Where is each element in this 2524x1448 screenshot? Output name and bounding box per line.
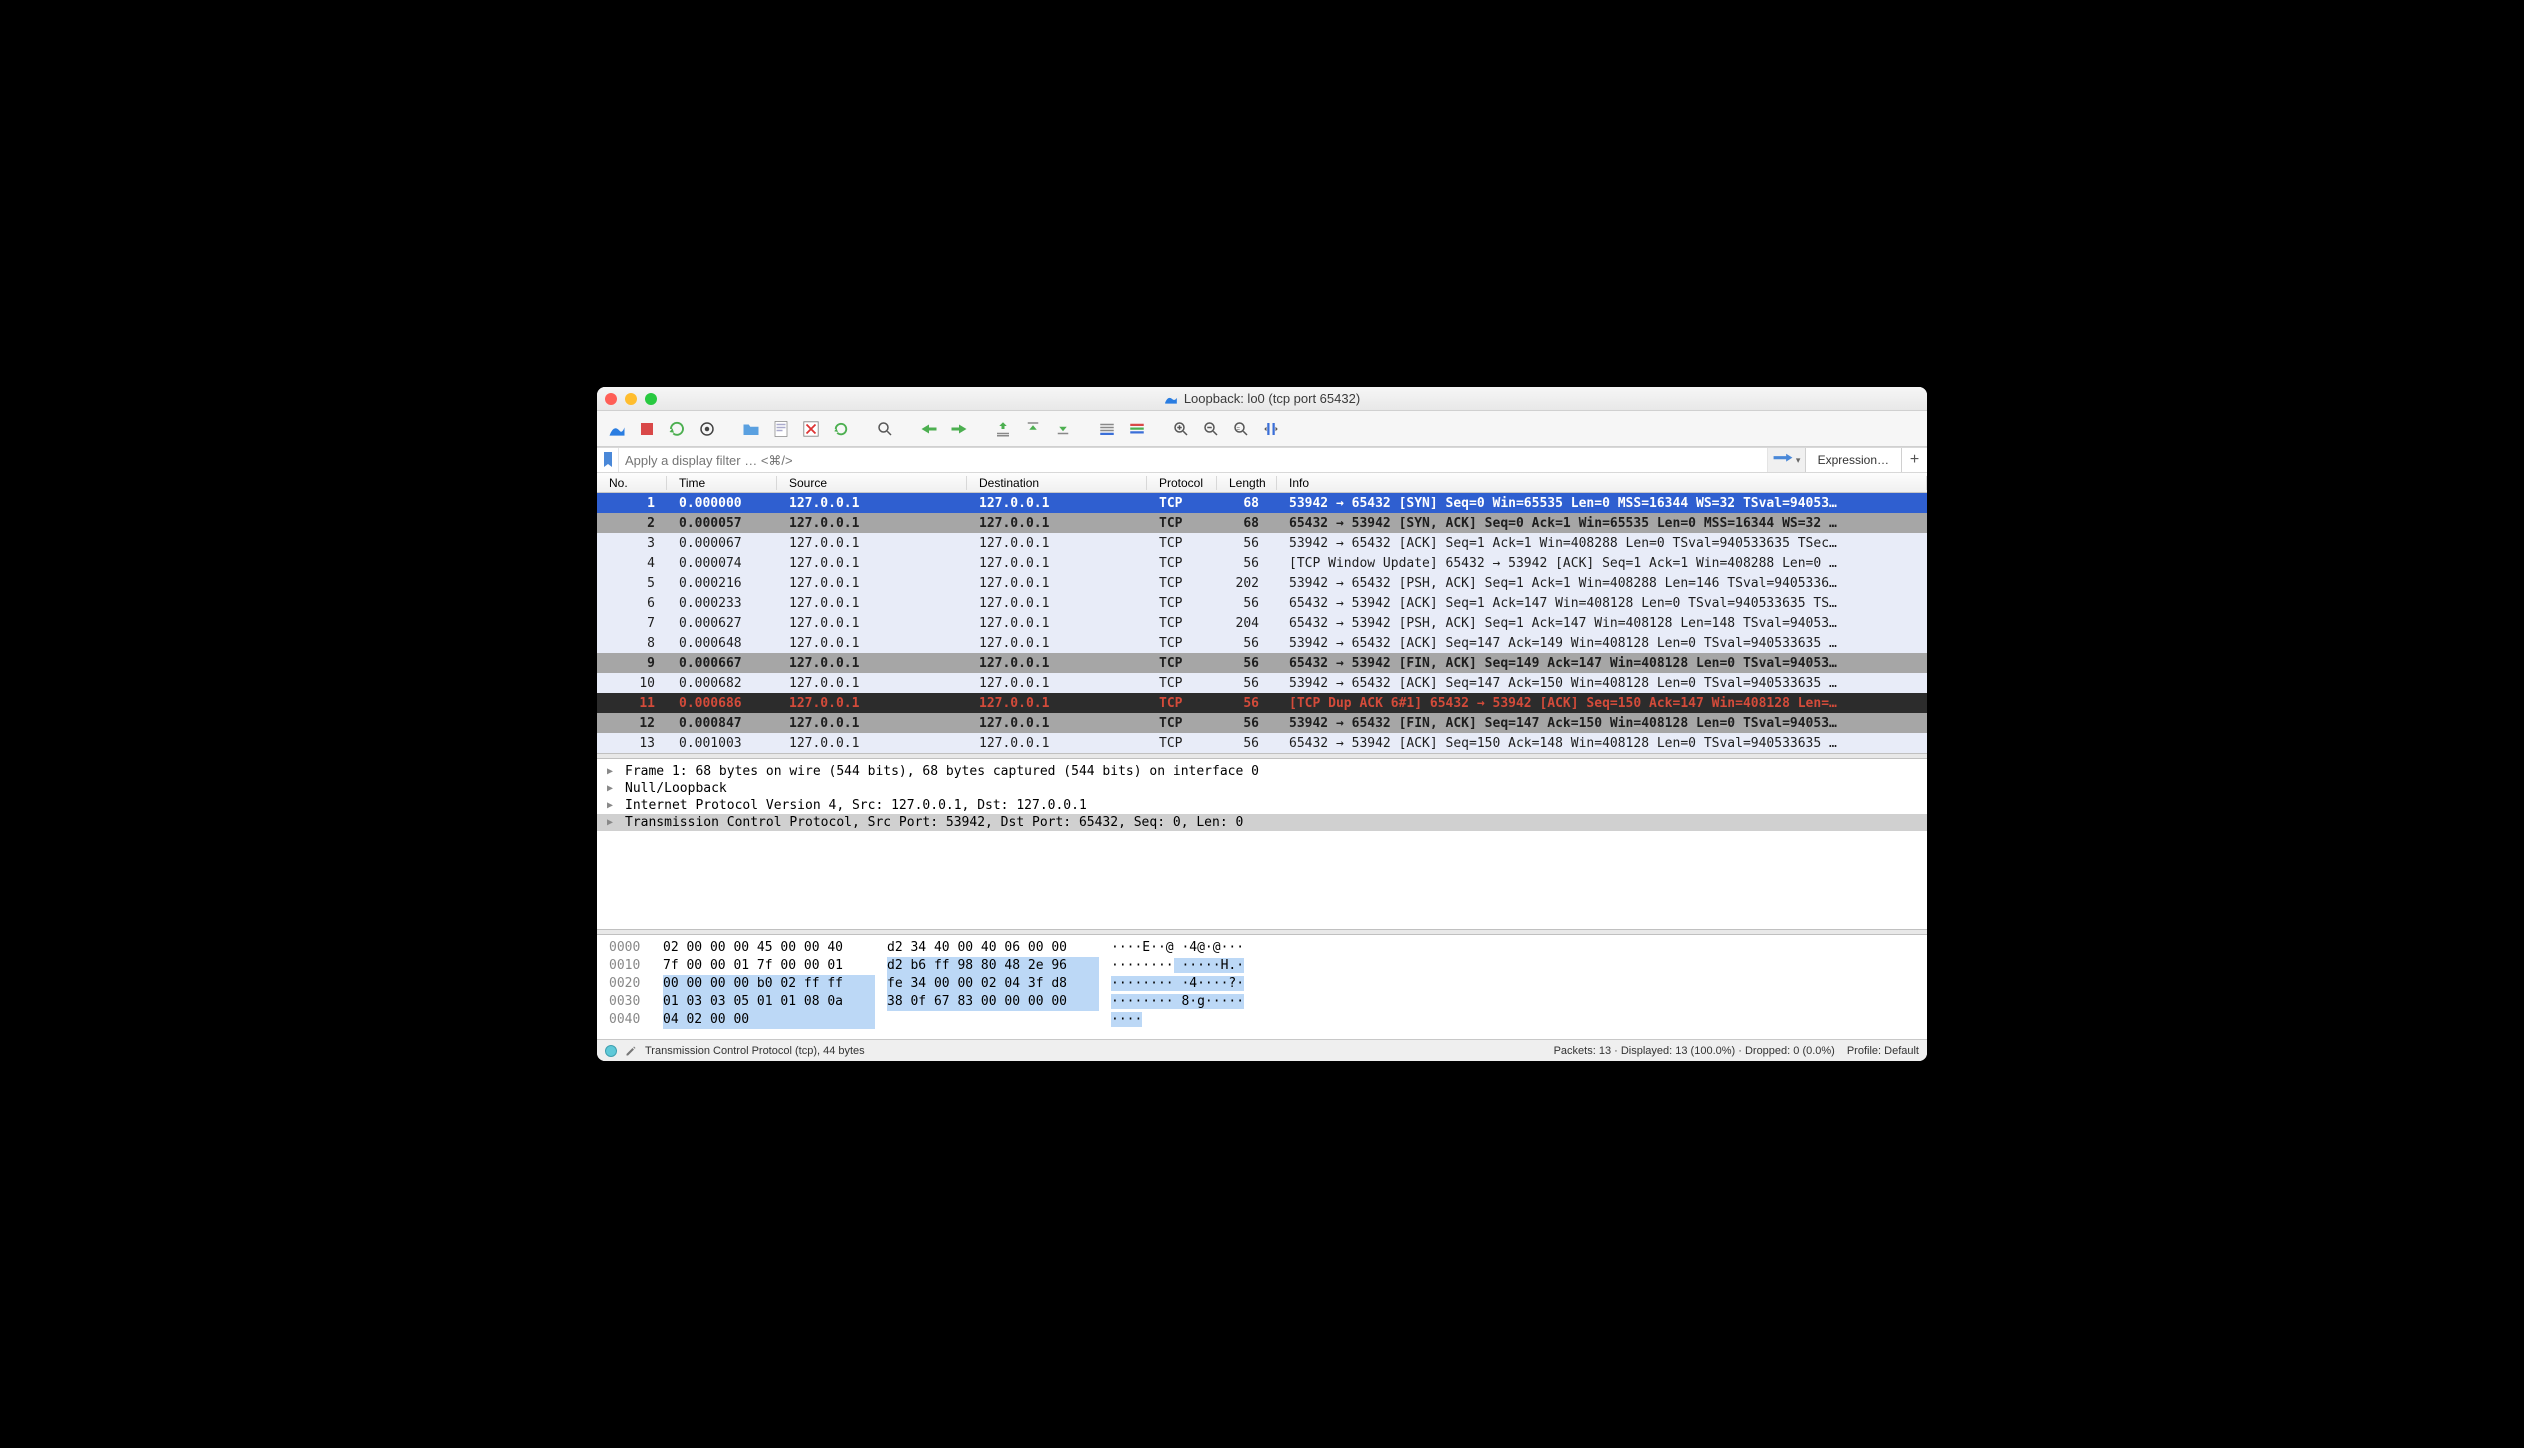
bookmark-icon[interactable]: [597, 448, 619, 472]
go-first-button[interactable]: [1019, 415, 1047, 443]
hex-row[interactable]: 003001 03 03 05 01 01 08 0a38 0f 67 83 0…: [609, 993, 1915, 1011]
status-profile[interactable]: Profile: Default: [1847, 1045, 1919, 1057]
packet-details: ▶Frame 1: 68 bytes on wire (544 bits), 6…: [597, 759, 1927, 929]
hex-row[interactable]: 000002 00 00 00 45 00 00 40d2 34 40 00 4…: [609, 939, 1915, 957]
packet-row[interactable]: 50.000216127.0.0.1127.0.0.1TCP20253942 →…: [597, 573, 1927, 593]
close-button[interactable]: [605, 393, 617, 405]
status-packets: Packets: 13 · Displayed: 13 (100.0%) · D…: [1554, 1045, 1835, 1057]
close-file-button[interactable]: [797, 415, 825, 443]
detail-row[interactable]: ▶Internet Protocol Version 4, Src: 127.0…: [597, 797, 1927, 814]
hex-row[interactable]: 004004 02 00 00····: [609, 1011, 1915, 1029]
find-button[interactable]: [871, 415, 899, 443]
packet-row[interactable]: 100.000682127.0.0.1127.0.0.1TCP5653942 →…: [597, 673, 1927, 693]
filter-bar: ▾ Expression… +: [597, 447, 1927, 473]
expert-info-icon[interactable]: [605, 1045, 617, 1057]
packet-row[interactable]: 60.000233127.0.0.1127.0.0.1TCP5665432 → …: [597, 593, 1927, 613]
packet-rows: 10.000000127.0.0.1127.0.0.1TCP6853942 → …: [597, 493, 1927, 753]
go-forward-button[interactable]: [945, 415, 973, 443]
packet-row[interactable]: 110.000686127.0.0.1127.0.0.1TCP56[TCP Du…: [597, 693, 1927, 713]
stop-capture-button[interactable]: [633, 415, 661, 443]
hex-pane: 000002 00 00 00 45 00 00 40d2 34 40 00 4…: [597, 935, 1927, 1039]
zoom-out-button[interactable]: [1197, 415, 1225, 443]
minimize-button[interactable]: [625, 393, 637, 405]
options-button[interactable]: [693, 415, 721, 443]
edit-icon[interactable]: [625, 1045, 637, 1057]
autoscroll-button[interactable]: [1093, 415, 1121, 443]
col-no-header[interactable]: No.: [597, 476, 667, 490]
packet-row[interactable]: 120.000847127.0.0.1127.0.0.1TCP5653942 →…: [597, 713, 1927, 733]
maximize-button[interactable]: [645, 393, 657, 405]
status-bar: Transmission Control Protocol (tcp), 44 …: [597, 1039, 1927, 1061]
packet-row[interactable]: 90.000667127.0.0.1127.0.0.1TCP5665432 → …: [597, 653, 1927, 673]
status-left-text: Transmission Control Protocol (tcp), 44 …: [645, 1045, 865, 1057]
resize-columns-button[interactable]: [1257, 415, 1285, 443]
app-window: Loopback: lo0 (tcp port 65432) =: [597, 387, 1927, 1061]
packet-row[interactable]: 70.000627127.0.0.1127.0.0.1TCP20465432 →…: [597, 613, 1927, 633]
packet-row[interactable]: 10.000000127.0.0.1127.0.0.1TCP6853942 → …: [597, 493, 1927, 513]
packet-row[interactable]: 40.000074127.0.0.1127.0.0.1TCP56[TCP Win…: [597, 553, 1927, 573]
packet-header: No. Time Source Destination Protocol Len…: [597, 473, 1927, 493]
wireshark-icon: [1164, 392, 1178, 406]
detail-row[interactable]: ▶Null/Loopback: [597, 780, 1927, 797]
titlebar: Loopback: lo0 (tcp port 65432): [597, 387, 1927, 411]
add-filter-button[interactable]: +: [1901, 448, 1927, 472]
restart-capture-button[interactable]: [663, 415, 691, 443]
detail-row[interactable]: ▶Transmission Control Protocol, Src Port…: [597, 814, 1927, 831]
col-len-header[interactable]: Length: [1217, 476, 1277, 490]
go-back-button[interactable]: [915, 415, 943, 443]
packet-row[interactable]: 80.000648127.0.0.1127.0.0.1TCP5653942 → …: [597, 633, 1927, 653]
col-proto-header[interactable]: Protocol: [1147, 476, 1217, 490]
window-title: Loopback: lo0 (tcp port 65432): [597, 391, 1927, 406]
expression-button[interactable]: Expression…: [1805, 448, 1901, 472]
zoom-reset-button[interactable]: =: [1227, 415, 1255, 443]
save-file-button[interactable]: [767, 415, 795, 443]
filter-apply-button[interactable]: ▾: [1767, 448, 1805, 472]
zoom-in-button[interactable]: [1167, 415, 1195, 443]
hex-row[interactable]: 002000 00 00 00 b0 02 ff fffe 34 00 00 0…: [609, 975, 1915, 993]
filter-input[interactable]: [619, 448, 1767, 472]
col-info-header[interactable]: Info: [1277, 476, 1927, 490]
packet-list: No. Time Source Destination Protocol Len…: [597, 473, 1927, 753]
packet-row[interactable]: 30.000067127.0.0.1127.0.0.1TCP5653942 → …: [597, 533, 1927, 553]
colorize-button[interactable]: [1123, 415, 1151, 443]
packet-row[interactable]: 20.000057127.0.0.1127.0.0.1TCP6865432 → …: [597, 513, 1927, 533]
toolbar: =: [597, 411, 1927, 447]
col-time-header[interactable]: Time: [667, 476, 777, 490]
svg-text:=: =: [1237, 426, 1241, 432]
reload-button[interactable]: [827, 415, 855, 443]
packet-row[interactable]: 130.001003127.0.0.1127.0.0.1TCP5665432 →…: [597, 733, 1927, 753]
open-file-button[interactable]: [737, 415, 765, 443]
detail-row[interactable]: ▶Frame 1: 68 bytes on wire (544 bits), 6…: [597, 763, 1927, 780]
window-title-text: Loopback: lo0 (tcp port 65432): [1184, 391, 1360, 406]
col-src-header[interactable]: Source: [777, 476, 967, 490]
traffic-lights: [605, 393, 657, 405]
go-last-button[interactable]: [1049, 415, 1077, 443]
col-dst-header[interactable]: Destination: [967, 476, 1147, 490]
hex-row[interactable]: 00107f 00 00 01 7f 00 00 01d2 b6 ff 98 8…: [609, 957, 1915, 975]
fin-icon[interactable]: [603, 415, 631, 443]
jump-to-button[interactable]: [989, 415, 1017, 443]
